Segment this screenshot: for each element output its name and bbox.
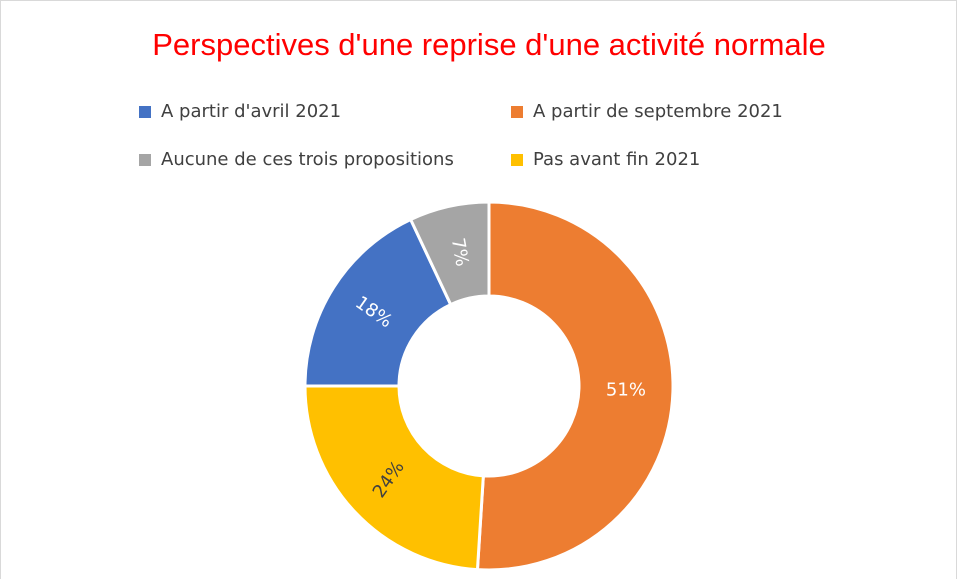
legend-label: Aucune de ces trois propositions bbox=[161, 149, 454, 170]
legend-swatch bbox=[139, 154, 151, 166]
donut-slice bbox=[303, 217, 453, 388]
legend-swatch bbox=[139, 106, 151, 118]
donut-slice bbox=[303, 384, 485, 572]
legend-label: A partir de septembre 2021 bbox=[533, 101, 783, 122]
donut-slice bbox=[475, 200, 675, 572]
data-label: 51% bbox=[606, 379, 646, 400]
legend-label: Pas avant fin 2021 bbox=[533, 149, 700, 170]
legend-label: A partir d'avril 2021 bbox=[161, 101, 341, 122]
data-label: 7% bbox=[447, 236, 473, 268]
legend-swatch bbox=[511, 106, 523, 118]
chart-title: Perspectives d'une reprise d'une activit… bbox=[152, 27, 826, 62]
legend-swatch bbox=[511, 154, 523, 166]
donut-slice bbox=[408, 200, 491, 307]
